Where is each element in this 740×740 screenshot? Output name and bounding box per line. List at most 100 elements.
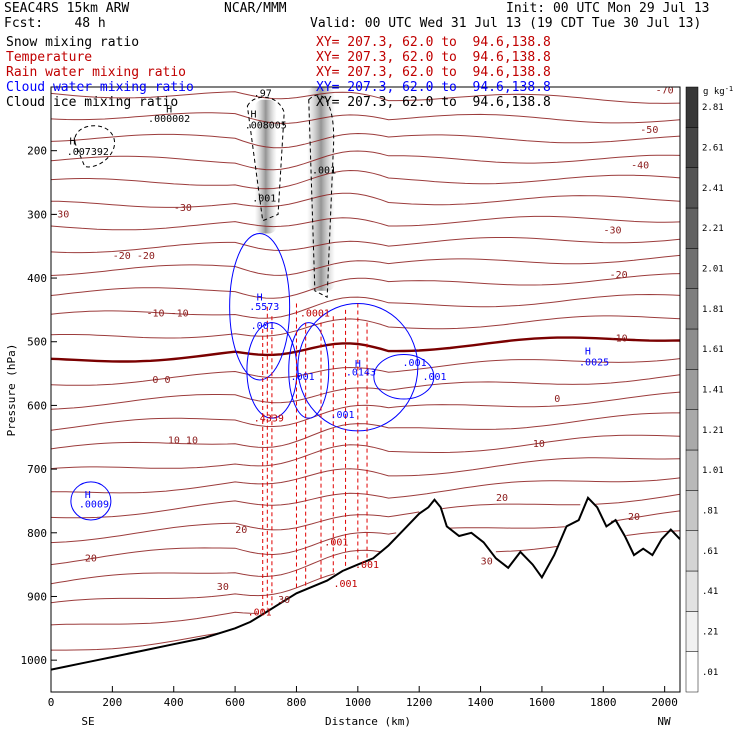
isotherm-line [51, 169, 680, 190]
contour-label: -40 [631, 161, 649, 172]
contour-label: .97 [254, 89, 272, 100]
y-axis-label: Pressure (hPa) [5, 344, 18, 437]
x-tick-label: 600 [225, 696, 245, 709]
isotherm-line [51, 434, 680, 470]
forecast-hour: Fcst: 48 h [4, 16, 106, 31]
colorbar-label: 1.41 [702, 386, 724, 396]
colorbar-swatch [685, 611, 699, 652]
plot-area: -70 -50 -40 -30 -30 -30 -20 -20 -20 -10 -10 -10 0 … [51, 85, 680, 671]
colorbar-label: .61 [702, 547, 718, 557]
colorbar-swatch [685, 207, 699, 249]
contour-label: .001 [330, 410, 354, 421]
contour-label: -20 -20 [113, 251, 155, 262]
field-xy-snow: XY= 207.3, 62.0 to 94.6,138.8 [316, 35, 551, 50]
contour-label: H [585, 346, 591, 357]
contour-label: .0025 [579, 357, 609, 368]
isotherm-line [51, 632, 220, 651]
isotherm-line [51, 336, 680, 363]
contour-label: .008005 [245, 120, 287, 131]
contour-label: 30 [278, 595, 290, 606]
y-axis: 200 300 400 500 600 700 800 900 1000 [21, 145, 57, 667]
contour-label: .001 [312, 166, 336, 177]
colorbar-swatch [685, 369, 699, 410]
x-axis-label: Distance (km) [325, 715, 411, 728]
contour-label: H [85, 490, 91, 501]
contour-label: 30 [217, 582, 229, 593]
colorbar-swatch [685, 248, 699, 289]
colorbar-label: 2.41 [702, 184, 724, 194]
colorbar-label: 1.81 [702, 305, 724, 315]
colorbar-swatch [685, 167, 699, 209]
cloud-ice-plume [254, 99, 277, 234]
colorbar-swatch [685, 490, 699, 531]
y-tick-label: 1000 [21, 654, 48, 667]
isotherm-line [51, 611, 259, 626]
x-tick-label: 400 [164, 696, 184, 709]
y-tick-label: 400 [27, 272, 47, 285]
contour-label: H [69, 136, 75, 147]
model-title: SEAC4RS 15km ARW [4, 1, 130, 16]
contour-label: .001 [324, 538, 348, 549]
x-tick-label: 1200 [406, 696, 433, 709]
plot-frame [50, 86, 681, 693]
colorbar-label: 2.81 [702, 103, 724, 113]
isotherm-line [51, 132, 680, 149]
contour-label: 20 [496, 493, 508, 504]
field-xy-cloud-water: XY= 207.3, 62.0 to 94.6,138.8 [316, 80, 551, 95]
isotherm-line [51, 254, 680, 276]
cloud-water-contour [373, 353, 435, 400]
colorbar-label: 2.61 [702, 144, 724, 154]
colorbar-label: 2.21 [702, 224, 724, 234]
contour-label: 20 [85, 553, 97, 564]
contour-label: -30 [174, 203, 192, 214]
contour-label: .0143 [346, 367, 376, 378]
x-tick-label: 800 [287, 696, 307, 709]
x-axis-left-end-label: SE [81, 715, 94, 728]
y-tick-label: 700 [27, 463, 47, 476]
field-name-rain: Rain water mixing ratio [6, 65, 187, 80]
hydrometeor-contours [70, 94, 435, 612]
contour-label: .4339 [254, 413, 284, 424]
isotherm-line [51, 112, 680, 124]
colorbar-swatch [685, 651, 699, 693]
contour-label: -30 [51, 210, 69, 221]
isotherm-line [51, 510, 680, 566]
field-name-cloud-water: Cloud water mixing ratio [6, 80, 194, 95]
isotherm-line [51, 412, 680, 450]
contour-label: -10 -10 [147, 308, 189, 319]
contour-label: .001 [355, 560, 379, 571]
contour-label: -30 [603, 225, 621, 236]
colorbar-label: 1.01 [702, 466, 724, 476]
isotherm-line [51, 293, 680, 319]
x-tick-label: 1800 [590, 696, 617, 709]
colorbar-swatch [685, 449, 699, 491]
colorbar-swatch [685, 530, 699, 572]
field-xy-temperature: XY= 207.3, 62.0 to 94.6,138.8 [316, 50, 551, 65]
colorbar-label: 1.61 [702, 345, 724, 355]
colorbar-unit-exponent: -1 [725, 85, 733, 93]
snow-contour [246, 96, 285, 222]
y-tick-label: 800 [27, 527, 47, 540]
contour-label: .001 [248, 608, 272, 619]
isotherm-line [51, 237, 680, 254]
contour-label: .000002 [148, 114, 190, 125]
colorbar-label: 1.21 [702, 426, 724, 436]
y-tick-label: 500 [27, 336, 47, 349]
y-tick-label: 200 [27, 145, 47, 158]
terrain-line [51, 496, 680, 671]
contour-label: 20 [628, 512, 640, 523]
contour-label: -50 [640, 125, 658, 136]
temperature-contours [51, 91, 680, 651]
colorbar-label: .41 [702, 587, 718, 597]
cloud-ice-plume [307, 87, 336, 291]
isotherm-line [51, 374, 680, 410]
contour-label: -70 [656, 85, 674, 96]
cloud-water-contour [288, 322, 330, 419]
colorbar-unit-base: g kg [703, 87, 725, 97]
colorbar-swatch [685, 570, 699, 612]
isotherm-line [51, 391, 680, 431]
contour-labels: -70 -50 -40 -30 -30 -30 -20 -20 -20 -10 -10 -10 0 … [51, 85, 674, 619]
x-tick-label: 1000 [345, 696, 372, 709]
x-tick-label: 1600 [529, 696, 556, 709]
